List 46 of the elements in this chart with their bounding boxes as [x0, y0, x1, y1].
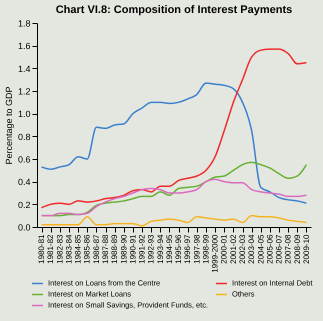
- x-tick-label: 2001-02: [228, 234, 238, 264]
- y-tick-label: 0.6: [18, 154, 30, 164]
- x-tick-label: 1985-86: [82, 234, 92, 264]
- x-tick-label: 1993-94: [156, 234, 165, 264]
- line-series: [40, 178, 308, 216]
- x-tick-label: 1988-89: [110, 234, 120, 264]
- x-tick-label: 1995-96: [174, 234, 184, 264]
- x-tick-label: 1996-97: [183, 234, 192, 264]
- x-tick-label: 1989-90: [119, 234, 128, 264]
- y-tick-label: 1.0: [18, 109, 30, 120]
- x-tick-label: 1980-81: [37, 234, 46, 264]
- x-tick-label: 1982-83: [55, 234, 64, 264]
- x-tick-label: 2002-03: [238, 234, 247, 264]
- line-series: [40, 82, 308, 204]
- y-tick-label: 0.2: [18, 200, 30, 210]
- x-tick-label: 1991-92: [138, 234, 147, 264]
- x-tick-label: 1990-91: [128, 234, 138, 264]
- y-tick-label: 0.8: [18, 132, 30, 142]
- y-axis-title: Percentage to GDP: [4, 86, 14, 165]
- x-tick-label: 1994-95: [164, 234, 174, 264]
- x-tick-label: 1987-88: [101, 234, 110, 264]
- y-tick-label: 1.4: [18, 64, 30, 74]
- x-tick-label: 2006-07: [274, 234, 284, 264]
- x-tick-label: 1999-2000: [210, 234, 220, 273]
- line-series: [40, 214, 308, 227]
- x-tick-label: 1984-85: [74, 234, 83, 264]
- x-tick-label: 1981-82: [46, 234, 56, 264]
- x-tick-label: 2003-04: [247, 234, 256, 264]
- x-tick-label: 1998-99: [201, 234, 210, 264]
- y-tick-label: 1.2: [18, 86, 30, 96]
- y-tick-label: 0.4: [18, 177, 30, 188]
- x-tick-label: 2009-10: [302, 234, 311, 264]
- x-tick-label: 2004-05: [256, 234, 266, 264]
- y-tick-label: 0.0: [18, 222, 30, 232]
- x-tick-label: 1983-84: [64, 234, 74, 264]
- x-tick-label: 2008-09: [292, 234, 302, 264]
- x-tick-label: 2007-08: [284, 234, 293, 264]
- y-tick-label: 1.6: [18, 41, 30, 52]
- x-tick-label: 2000-01: [220, 234, 229, 264]
- x-tick-label: 1992-93: [146, 234, 156, 264]
- x-tick-label: 2005-06: [265, 234, 274, 264]
- y-tick-label: 1.8: [18, 18, 30, 28]
- x-tick-label: 1986-87: [92, 234, 101, 264]
- x-tick-label: 1997-98: [192, 234, 202, 264]
- line-series: [40, 48, 308, 208]
- chart-title: Chart VI.8: Composition of Interest Payments: [56, 4, 292, 16]
